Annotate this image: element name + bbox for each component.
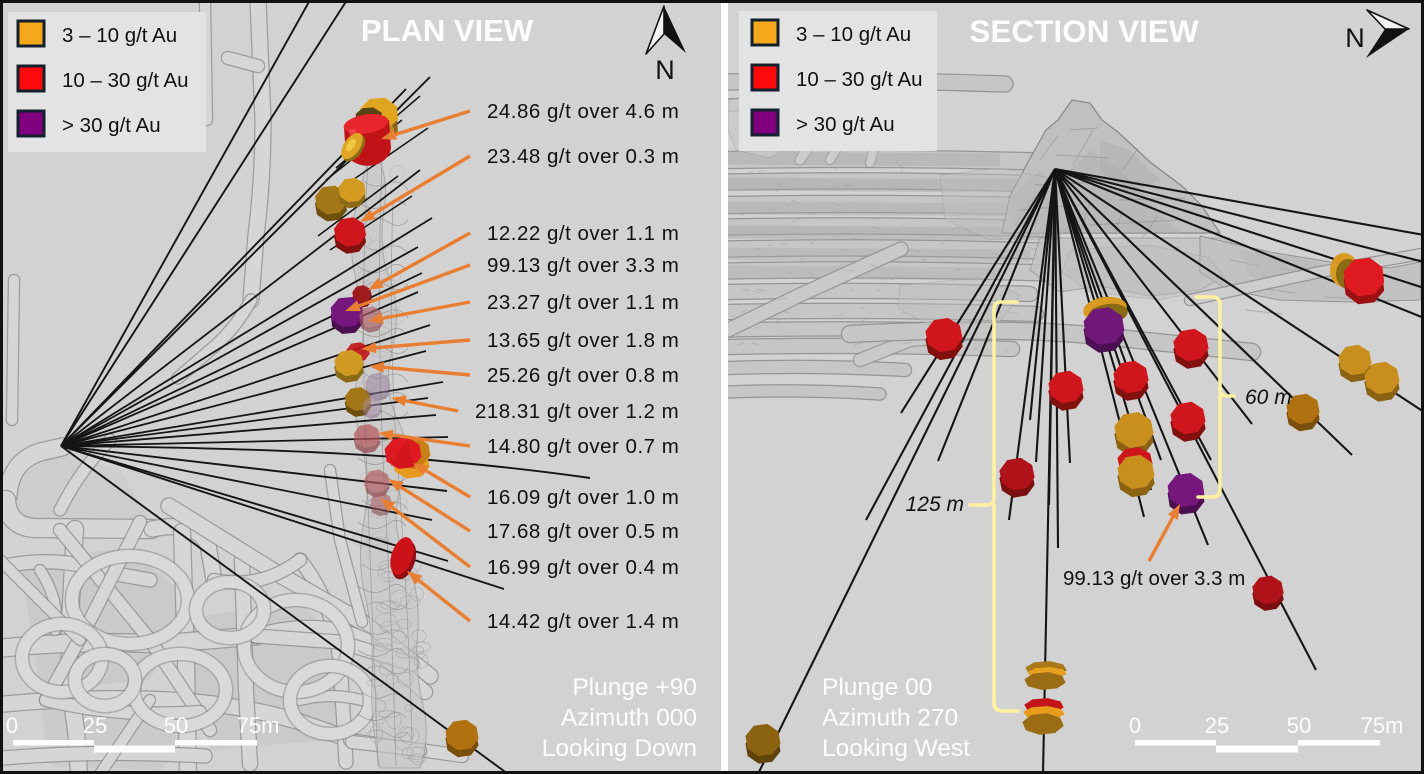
svg-text:75m: 75m — [1361, 713, 1404, 738]
svg-text:SECTION VIEW: SECTION VIEW — [969, 13, 1199, 49]
svg-text:24.86 g/t over 4.6 m: 24.86 g/t over 4.6 m — [487, 100, 679, 123]
svg-text:16.99 g/t over 0.4 m: 16.99 g/t over 0.4 m — [487, 556, 679, 579]
svg-text:99.13 g/t over 3.3 m: 99.13 g/t over 3.3 m — [1063, 567, 1245, 590]
svg-text:50: 50 — [1287, 713, 1311, 738]
svg-text:25: 25 — [1205, 713, 1229, 738]
svg-text:> 30 g/t Au: > 30 g/t Au — [62, 114, 161, 137]
svg-text:3 – 10 g/t Au: 3 – 10 g/t Au — [62, 24, 177, 47]
svg-text:10 – 30 g/t Au: 10 – 30 g/t Au — [796, 68, 923, 91]
svg-text:60 m: 60 m — [1245, 386, 1292, 409]
svg-text:50: 50 — [164, 713, 188, 738]
svg-text:PLAN VIEW: PLAN VIEW — [361, 13, 534, 48]
svg-text:16.09 g/t over 1.0 m: 16.09 g/t over 1.0 m — [487, 486, 679, 509]
svg-text:25: 25 — [83, 713, 107, 738]
svg-text:75m: 75m — [237, 713, 280, 738]
svg-text:Azimuth 270: Azimuth 270 — [822, 705, 958, 732]
svg-text:25.26 g/t over 0.8 m: 25.26 g/t over 0.8 m — [487, 364, 679, 387]
svg-text:N: N — [655, 55, 675, 85]
svg-text:13.65 g/t over 1.8 m: 13.65 g/t over 1.8 m — [487, 329, 679, 352]
svg-text:Plunge 00: Plunge 00 — [822, 674, 932, 701]
svg-text:23.48 g/t over 0.3 m: 23.48 g/t over 0.3 m — [487, 145, 679, 168]
svg-text:23.27 g/t over 1.1 m: 23.27 g/t over 1.1 m — [487, 291, 679, 314]
svg-text:> 30 g/t Au: > 30 g/t Au — [796, 113, 895, 136]
svg-text:0: 0 — [1129, 713, 1141, 738]
svg-text:125 m: 125 m — [906, 493, 964, 516]
svg-text:14.80 g/t over 0.7 m: 14.80 g/t over 0.7 m — [487, 435, 679, 458]
svg-text:0: 0 — [6, 713, 18, 738]
svg-text:14.42 g/t over 1.4 m: 14.42 g/t over 1.4 m — [487, 610, 679, 633]
svg-text:Looking West: Looking West — [822, 735, 970, 762]
svg-text:3 – 10 g/t Au: 3 – 10 g/t Au — [796, 23, 911, 46]
svg-text:10 – 30 g/t Au: 10 – 30 g/t Au — [62, 69, 189, 92]
svg-text:Plunge +90: Plunge +90 — [572, 674, 697, 701]
svg-text:N: N — [1345, 23, 1365, 53]
svg-text:Looking Down: Looking Down — [542, 735, 697, 762]
svg-text:17.68 g/t over 0.5 m: 17.68 g/t over 0.5 m — [487, 520, 679, 543]
svg-text:99.13 g/t over 3.3 m: 99.13 g/t over 3.3 m — [487, 254, 679, 277]
svg-text:Azimuth 000: Azimuth 000 — [561, 705, 697, 732]
svg-text:218.31 g/t over 1.2 m: 218.31 g/t over 1.2 m — [475, 400, 679, 423]
svg-text:12.22 g/t over 1.1 m: 12.22 g/t over 1.1 m — [487, 222, 679, 245]
